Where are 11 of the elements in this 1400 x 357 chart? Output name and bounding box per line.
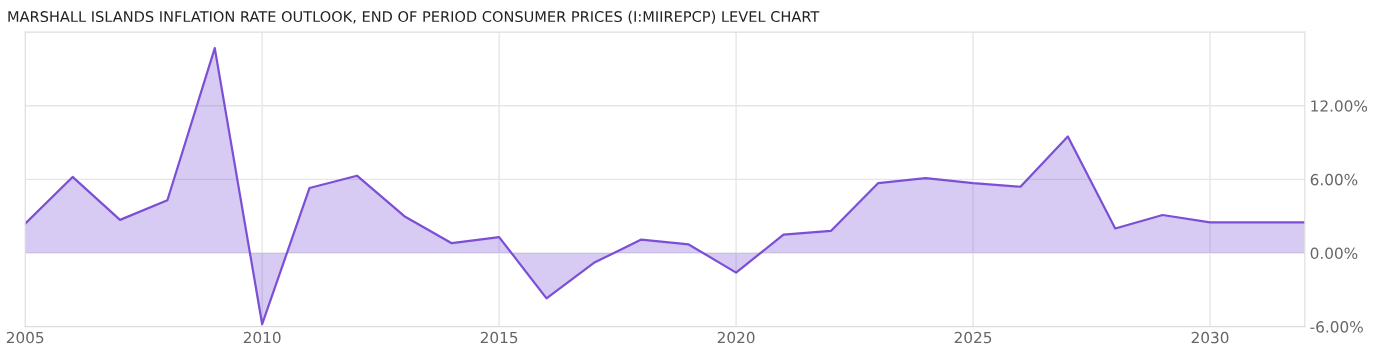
x-tick-label: 2025: [954, 331, 992, 344]
y-tick-label: 12.00%: [1311, 100, 1368, 112]
x-tick-label: 2010: [243, 331, 281, 344]
x-tick-label: 2030: [1191, 331, 1229, 344]
y-tick-label: -6.00%: [1310, 321, 1363, 333]
x-tick-label: 2005: [6, 331, 44, 344]
chart-title: MARSHALL ISLANDS INFLATION RATE OUTLOOK, END OF PERIOD CONSUMER PRICES (I:MIIREPCP) LEVEL CHART: [8, 10, 820, 24]
y-tick-label: 6.00%: [1310, 173, 1358, 186]
x-tick-label: 2015: [480, 331, 518, 344]
x-tick-label: 2020: [717, 331, 755, 344]
y-tick-label: 0.00%: [1310, 247, 1358, 260]
